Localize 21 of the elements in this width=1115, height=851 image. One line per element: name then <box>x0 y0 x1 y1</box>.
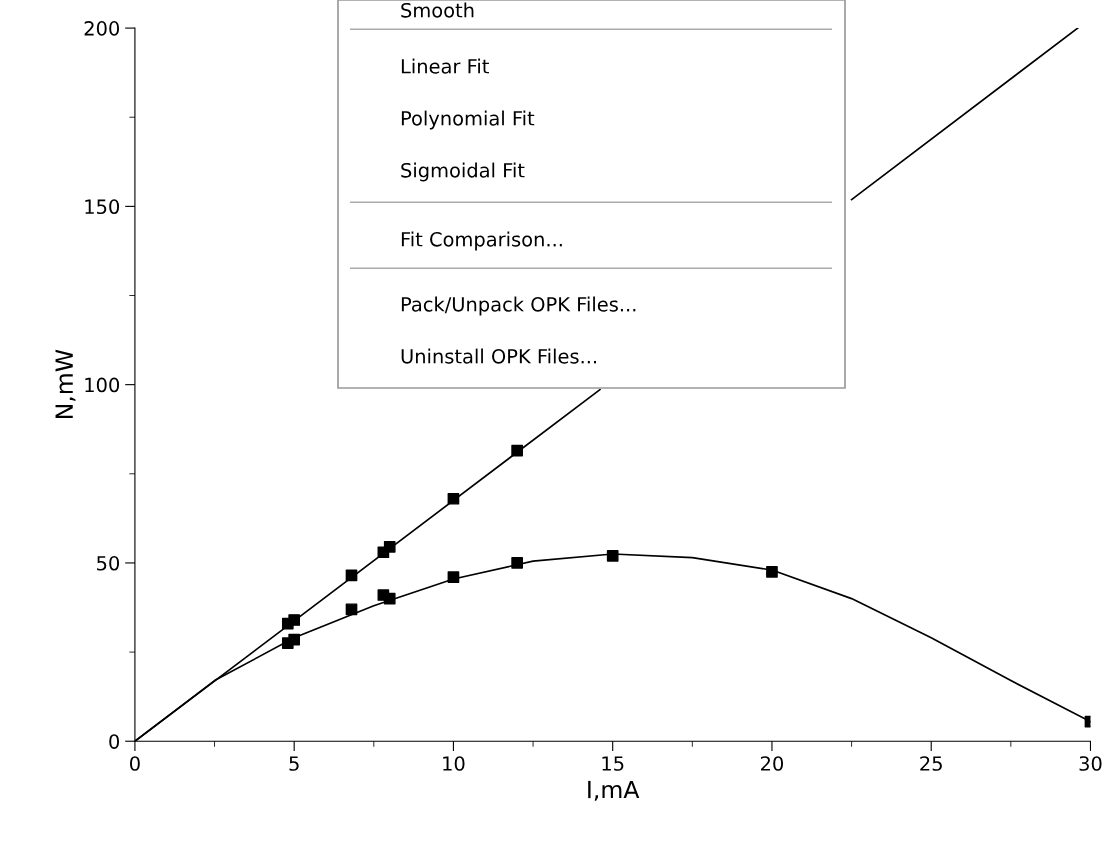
annotation: Polynomial Fit <box>401 110 535 130</box>
x-tick-label: 15 <box>602 756 624 771</box>
annotation: Sigmoidal Fit <box>401 162 525 182</box>
x-tick-label: 10 <box>443 756 465 771</box>
x-tick-label: 0 <box>130 756 140 771</box>
y-axis-title: N,mW <box>55 349 76 419</box>
annotation: Linear Fit <box>401 58 489 74</box>
y-tick-label: 50 <box>97 555 120 571</box>
y-tick-label: 100 <box>85 377 120 393</box>
y-tick-label: 150 <box>85 199 120 215</box>
x-tick-label: 30 <box>1079 756 1102 771</box>
x-tick-label: 5 <box>289 756 299 771</box>
y-tick-label: 0 <box>109 734 120 749</box>
annotation: Pack/Unpack OPK Files... <box>401 296 636 316</box>
annotation: Uninstall OPK Files... <box>401 348 597 364</box>
x-tick-label: 20 <box>761 756 784 771</box>
text: Smooth <box>401 2 474 18</box>
y-tick-label: 200 <box>84 21 120 36</box>
x-tick-label: 25 <box>920 756 942 771</box>
annotation: Fit Comparison... <box>401 231 562 251</box>
x-axis-title: I,mA <box>588 780 640 801</box>
